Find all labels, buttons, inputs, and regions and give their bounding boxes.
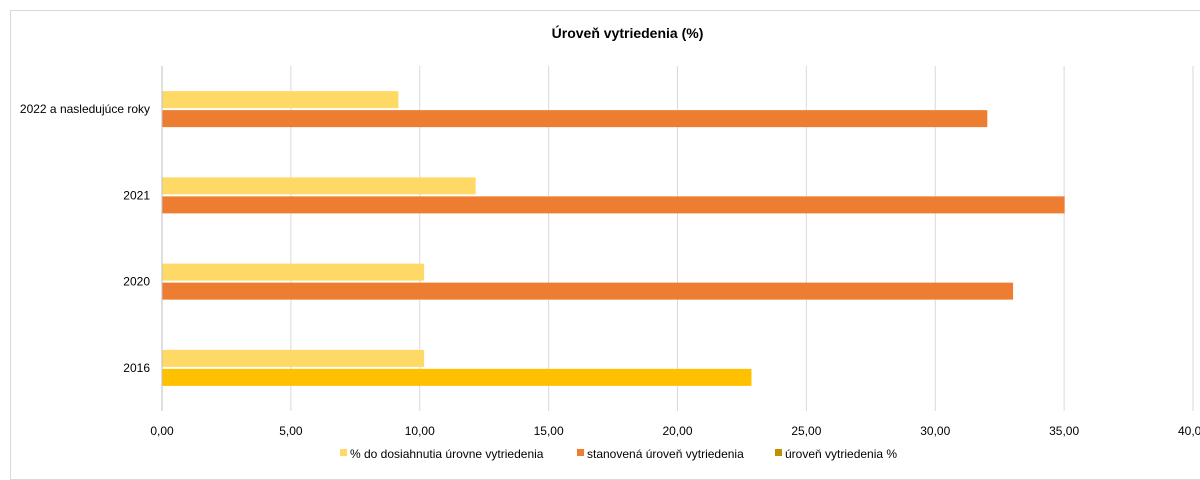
bar-target (162, 196, 1065, 214)
x-tick-label: 0,00 (150, 424, 174, 438)
bars (162, 91, 1065, 386)
y-axis-labels: 2022 a nasledujúce roky 2021 2020 2016 (20, 102, 150, 375)
legend: % do dosiahnutia úrovne vytriedenia stano… (340, 447, 897, 461)
x-tick-label: 20,00 (662, 424, 692, 438)
x-tick-label: 5,00 (279, 424, 303, 438)
bar-remaining (162, 177, 476, 195)
legend-label: úroveň vytriedenia % (785, 447, 897, 461)
x-tick-label: 10,00 (405, 424, 435, 438)
x-axis-labels: 0,00 5,00 10,00 15,00 20,00 25,00 30,00 35,00 40… (150, 424, 1200, 438)
x-tick-label: 25,00 (791, 424, 821, 438)
y-tick-label: 2022 a nasledujúce roky (20, 102, 150, 116)
chart-area: 2022 a nasledujúce roky 2021 2020 2016 0,00… (10, 10, 1200, 480)
chart-title: Úroveň vytriedenia (%) (552, 24, 704, 41)
y-tick-label: 2016 (123, 361, 150, 375)
x-tick-label: 15,00 (534, 424, 564, 438)
legend-label: stanovená úroveň vytriedenia (587, 447, 744, 461)
legend-swatch (577, 449, 584, 456)
bar-remaining (162, 263, 425, 281)
bar-target (162, 368, 752, 386)
y-tick-label: 2021 (123, 188, 150, 202)
y-tick-label: 2020 (123, 275, 150, 289)
x-tick-label: 40,00 (1178, 424, 1200, 438)
bar-chart: 2022 a nasledujúce roky 2021 2020 2016 0,00… (20, 24, 1200, 461)
legend-swatch (340, 449, 347, 456)
x-tick-label: 30,00 (920, 424, 950, 438)
legend-swatch (775, 449, 782, 456)
bar-target (162, 110, 988, 128)
bar-remaining (162, 349, 425, 367)
bar-remaining (162, 91, 399, 109)
bar-target (162, 282, 1014, 300)
legend-label: % do dosiahnutia úrovne vytriedenia (350, 447, 544, 461)
x-tick-label: 35,00 (1049, 424, 1079, 438)
